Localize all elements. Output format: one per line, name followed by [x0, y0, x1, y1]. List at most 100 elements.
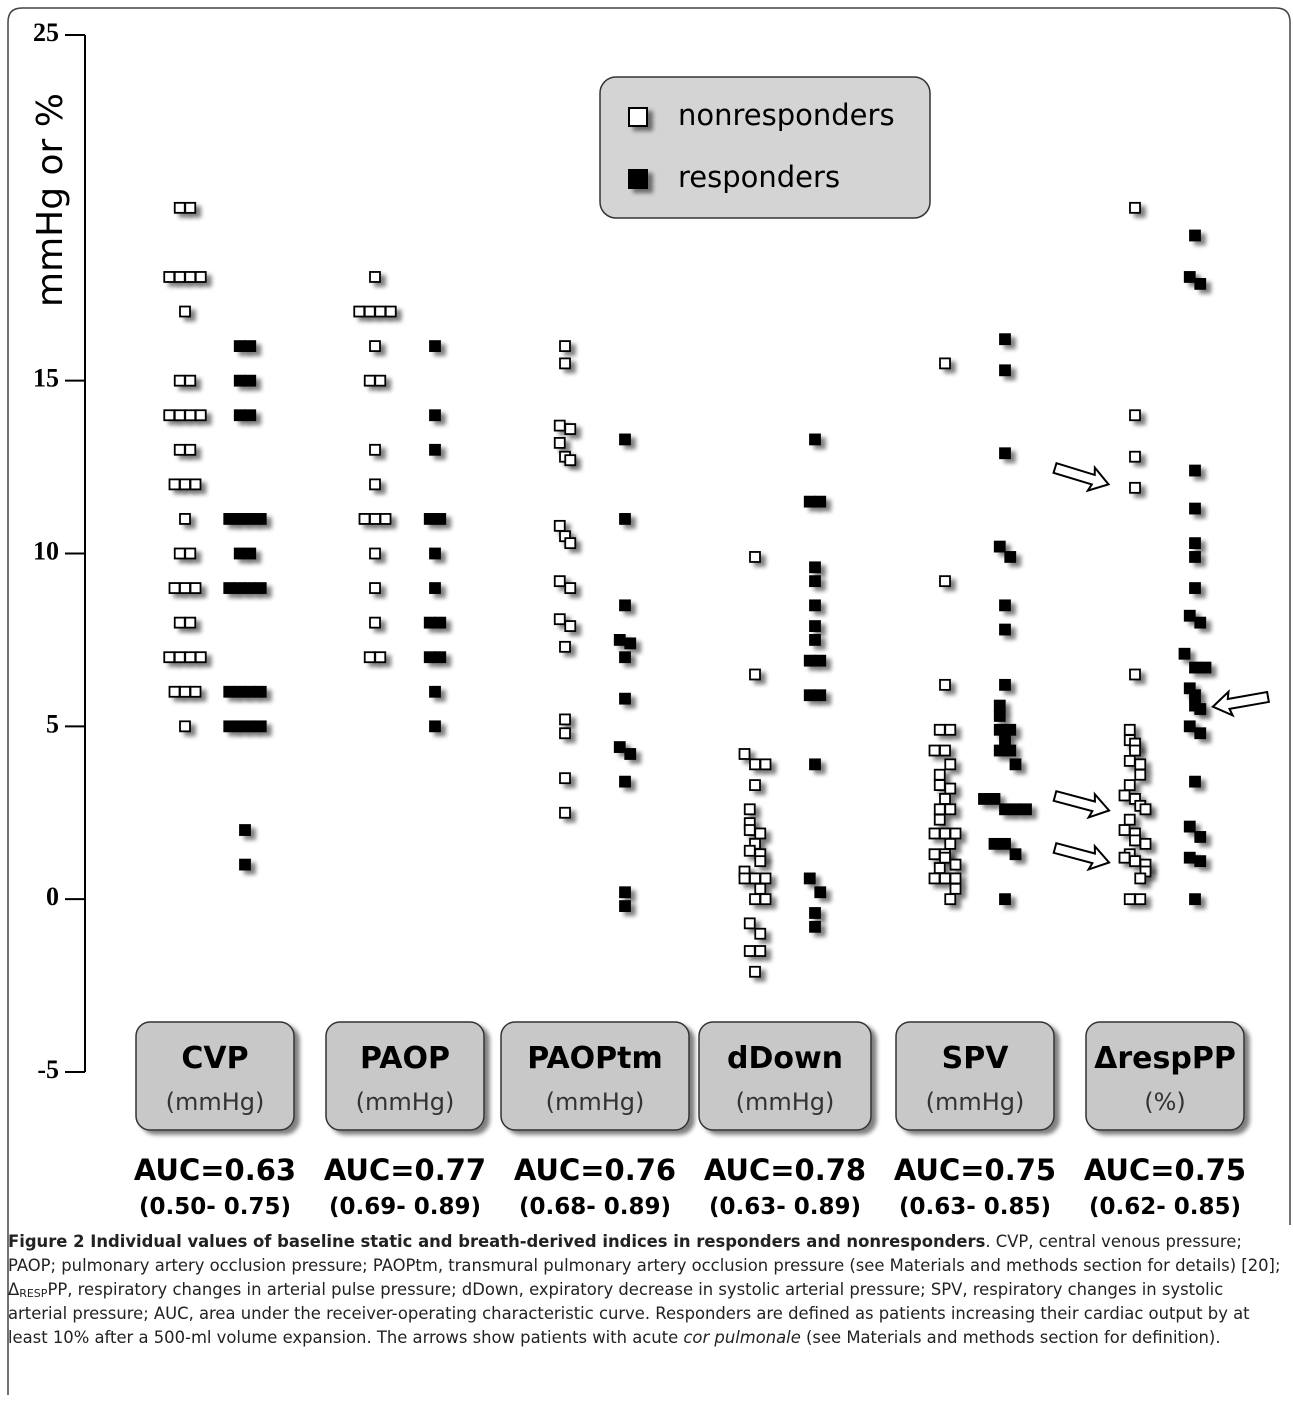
- data-point: [179, 305, 191, 318]
- data-point: [809, 433, 821, 446]
- data-point: [363, 305, 376, 318]
- data-point: [1189, 229, 1201, 242]
- data-point: [1009, 848, 1022, 861]
- data-point: [244, 409, 257, 422]
- data-point: [223, 513, 236, 525]
- data-point: [619, 433, 631, 446]
- data-point: [1194, 703, 1207, 715]
- legend-marker: [628, 107, 648, 127]
- data-point: [619, 886, 631, 899]
- data-point: [814, 886, 827, 899]
- data-point: [434, 651, 447, 664]
- data-point: [369, 478, 381, 491]
- ci-label: (0.69- 0.89): [329, 1194, 481, 1220]
- data-point: [944, 782, 957, 795]
- data-point: [184, 616, 197, 629]
- data-point: [814, 689, 827, 702]
- y-tick-label: 15: [33, 364, 59, 393]
- legend: nonresponders responders: [599, 76, 931, 219]
- data-point: [564, 454, 577, 467]
- category-unit: (mmHg): [736, 1088, 835, 1116]
- data-point: [949, 872, 962, 885]
- data-point: [1178, 647, 1191, 660]
- category-box: [325, 1021, 485, 1131]
- data-point: [1020, 803, 1032, 816]
- data-point: [429, 582, 441, 594]
- data-point: [1134, 768, 1147, 781]
- auc-label: AUC=0.63: [134, 1153, 296, 1187]
- data-point: [1139, 837, 1152, 850]
- arrow: [1050, 835, 1114, 876]
- data-point: [1123, 779, 1136, 791]
- category-unit: (%): [1144, 1088, 1186, 1116]
- data-point: [939, 827, 951, 840]
- data-point: [553, 519, 566, 532]
- ci-label: (0.62- 0.85): [1089, 1194, 1241, 1220]
- data-point: [1183, 820, 1196, 833]
- data-point: [1189, 502, 1201, 515]
- data-point: [993, 699, 1006, 712]
- ci-label: (0.68- 0.89): [519, 1194, 671, 1220]
- data-point: [179, 720, 191, 733]
- data-point: [928, 744, 941, 757]
- data-point: [233, 409, 246, 422]
- data-point: [619, 513, 631, 525]
- data-point: [369, 340, 381, 353]
- caption-title: Figure 2 Individual values of baseline s…: [8, 1232, 986, 1251]
- data-point: [1009, 803, 1022, 816]
- data-point: [933, 723, 946, 736]
- data-point: [814, 654, 827, 667]
- data-point: [173, 443, 186, 456]
- data-point: [184, 547, 197, 560]
- category-box: [698, 1021, 872, 1131]
- data-point: [423, 513, 436, 525]
- data-point: [363, 651, 376, 664]
- data-point: [184, 271, 197, 283]
- data-point: [809, 575, 821, 588]
- data-point: [173, 651, 186, 664]
- data-point: [1123, 893, 1136, 906]
- data-point: [749, 872, 761, 885]
- data-point: [559, 357, 571, 370]
- y-tick-label: 5: [46, 709, 59, 738]
- data-point: [1129, 834, 1141, 847]
- data-point: [233, 582, 246, 594]
- data-point: [759, 893, 772, 906]
- data-point: [1134, 893, 1147, 906]
- data-point: [619, 651, 631, 664]
- data-point: [949, 882, 962, 895]
- data-point: [809, 920, 821, 933]
- data-point: [223, 685, 236, 698]
- data-point: [564, 423, 577, 435]
- data-point: [999, 678, 1011, 691]
- data-point: [553, 613, 566, 626]
- data-point: [1004, 551, 1017, 563]
- data-point: [999, 447, 1011, 460]
- data-point: [1118, 789, 1131, 802]
- data-point: [939, 357, 951, 370]
- category-label: SPV: [942, 1041, 1010, 1076]
- data-point: [553, 419, 566, 432]
- data-point: [759, 758, 772, 771]
- data-point: [553, 436, 566, 449]
- data-point: [173, 374, 186, 387]
- data-point: [993, 744, 1006, 757]
- data-point: [369, 547, 381, 560]
- data-point: [749, 668, 761, 681]
- data-point: [184, 409, 197, 422]
- data-point: [254, 582, 267, 594]
- data-point: [939, 851, 951, 864]
- data-point: [999, 803, 1011, 816]
- frame: [7, 7, 1291, 1395]
- data-point: [1134, 872, 1147, 885]
- data-point: [1189, 464, 1201, 477]
- data-point: [613, 634, 626, 646]
- data-point: [1118, 824, 1131, 836]
- data-point: [374, 651, 387, 664]
- data-point: [358, 513, 371, 525]
- data-point: [1189, 537, 1201, 550]
- data-point: [194, 409, 207, 422]
- data-point: [613, 741, 626, 753]
- data-point: [999, 893, 1011, 906]
